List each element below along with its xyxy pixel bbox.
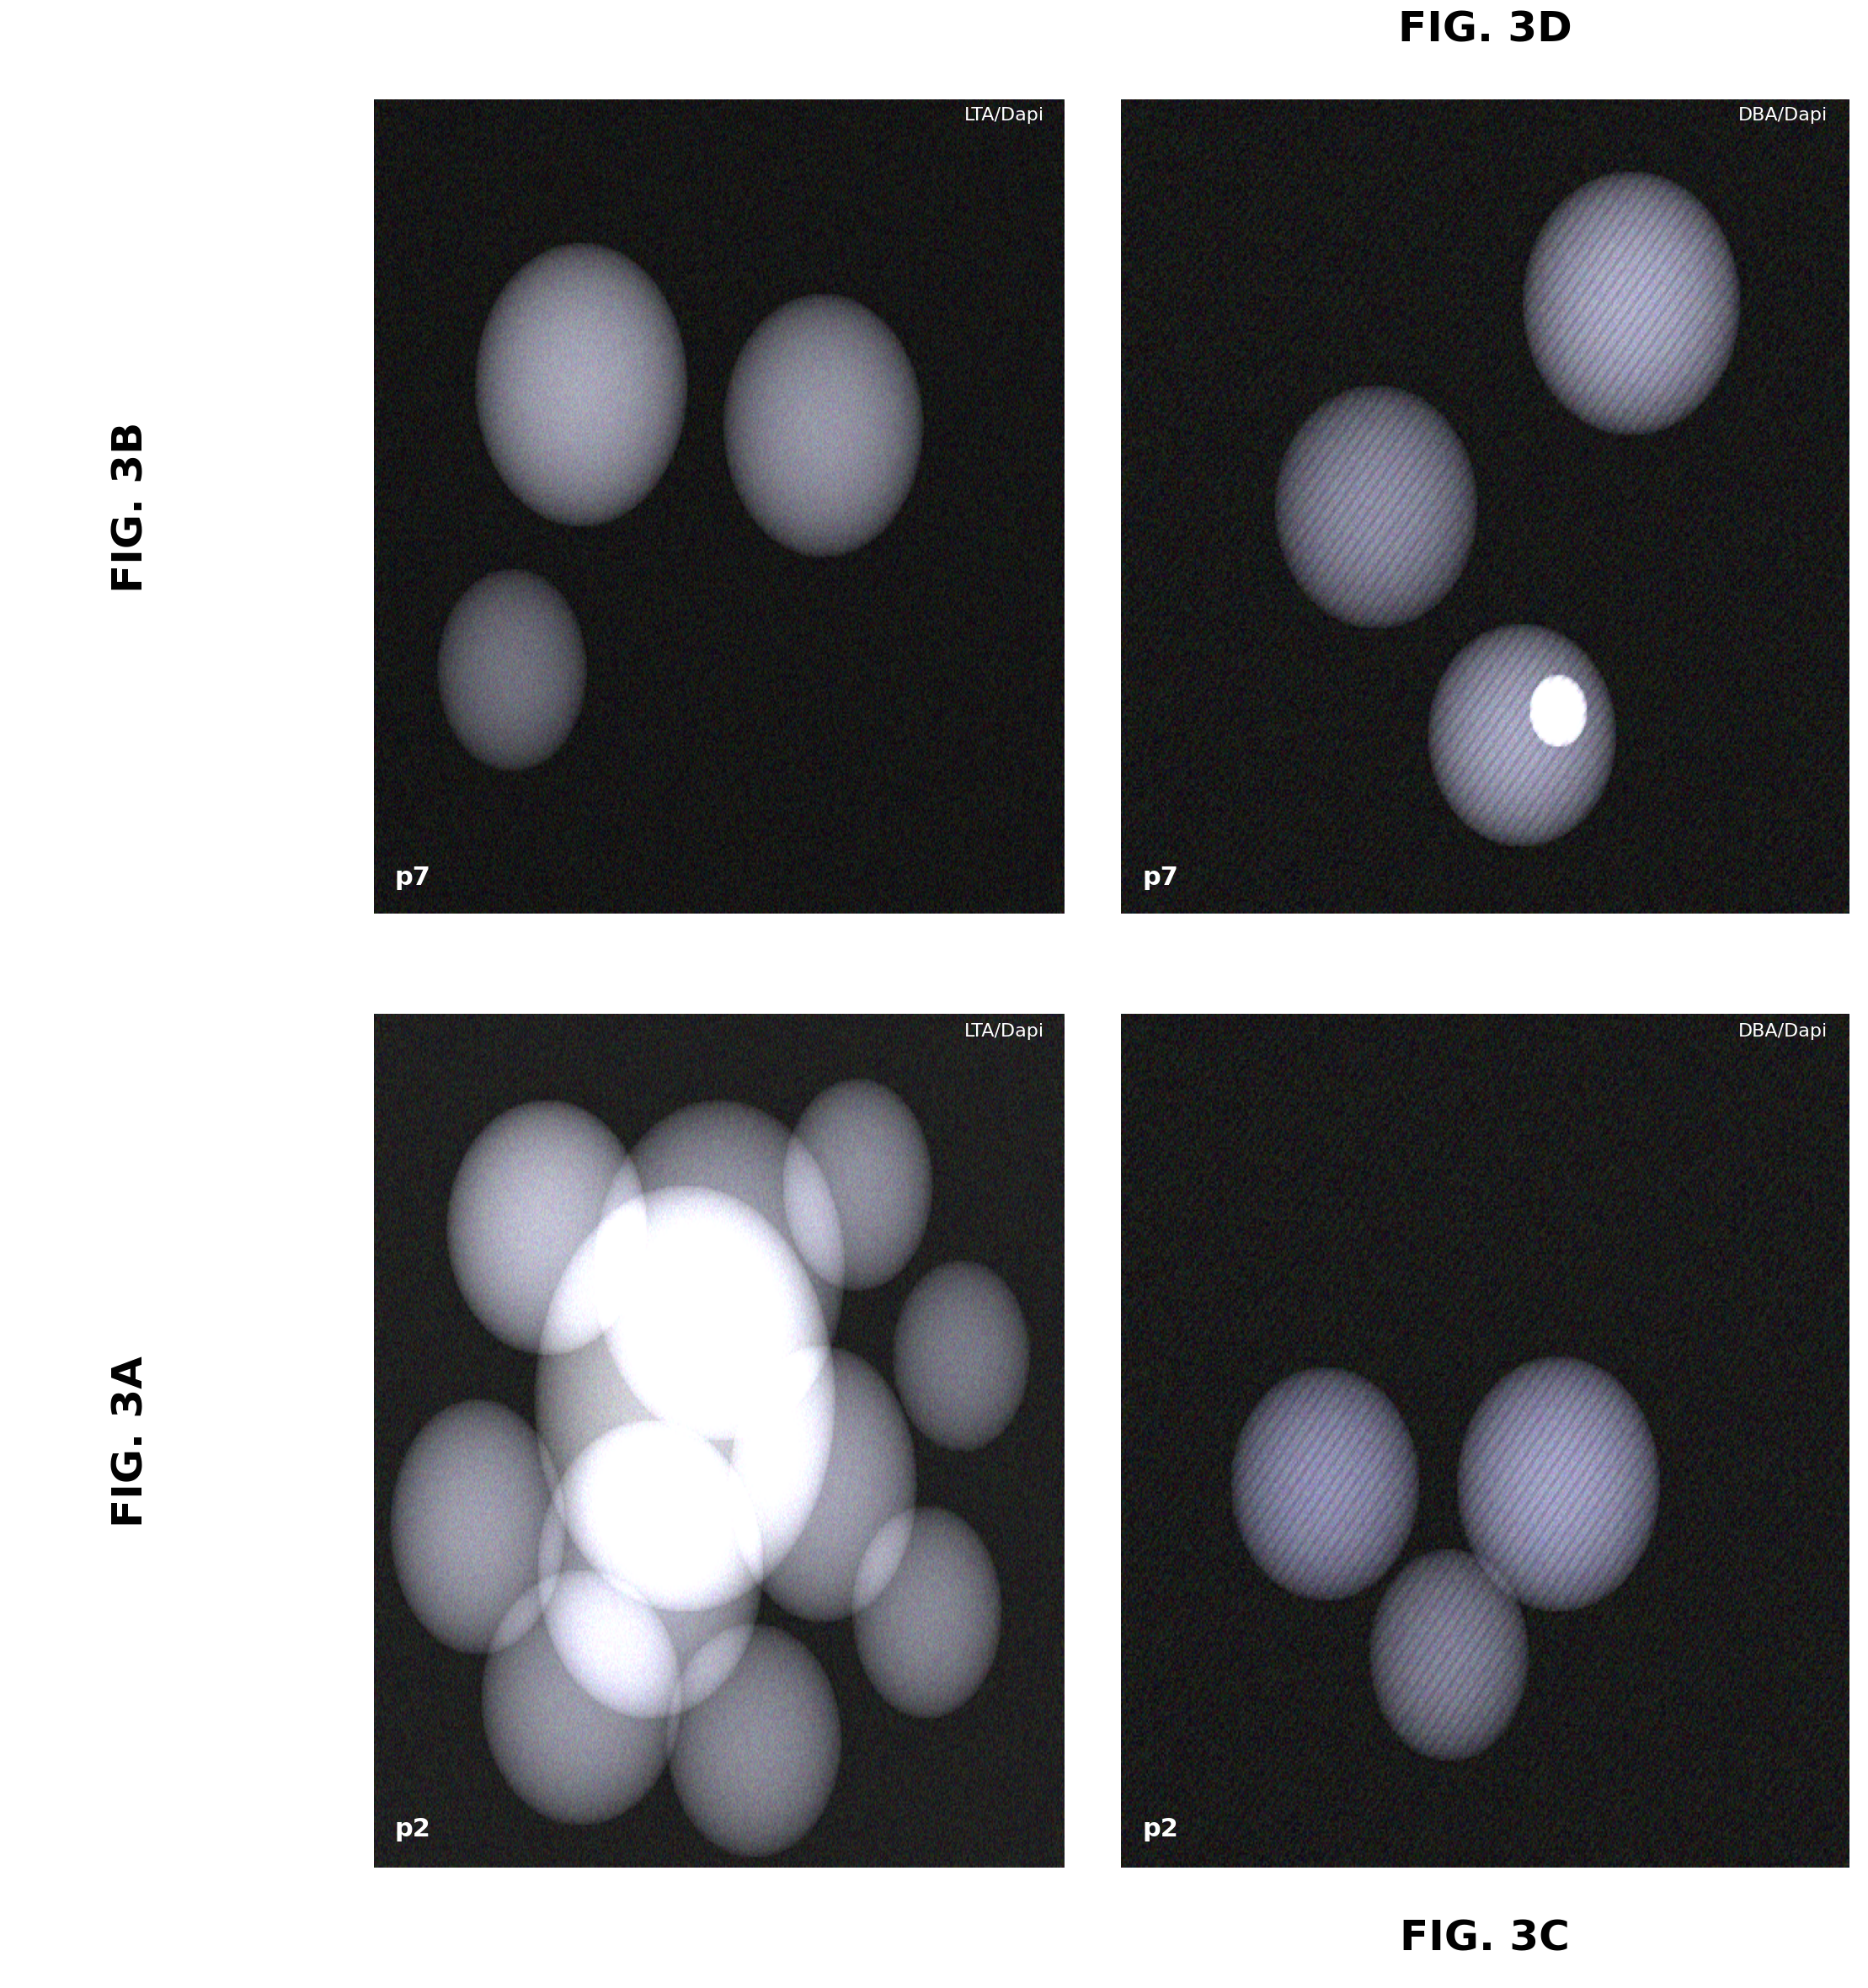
- Text: p7: p7: [1143, 865, 1179, 891]
- Text: FIG. 3B: FIG. 3B: [110, 421, 151, 592]
- Text: p2: p2: [394, 1817, 430, 1841]
- Text: DBA/Dapi: DBA/Dapi: [1737, 1022, 1827, 1040]
- Text: FIG. 3C: FIG. 3C: [1399, 1918, 1571, 1958]
- Text: LTA/Dapi: LTA/Dapi: [964, 107, 1044, 123]
- Text: p7: p7: [394, 865, 430, 891]
- Text: p2: p2: [1143, 1817, 1179, 1841]
- Text: FIG. 3D: FIG. 3D: [1397, 10, 1573, 50]
- Text: DBA/Dapi: DBA/Dapi: [1737, 107, 1827, 123]
- Text: LTA/Dapi: LTA/Dapi: [964, 1022, 1044, 1040]
- Text: FIG. 3A: FIG. 3A: [110, 1356, 151, 1527]
